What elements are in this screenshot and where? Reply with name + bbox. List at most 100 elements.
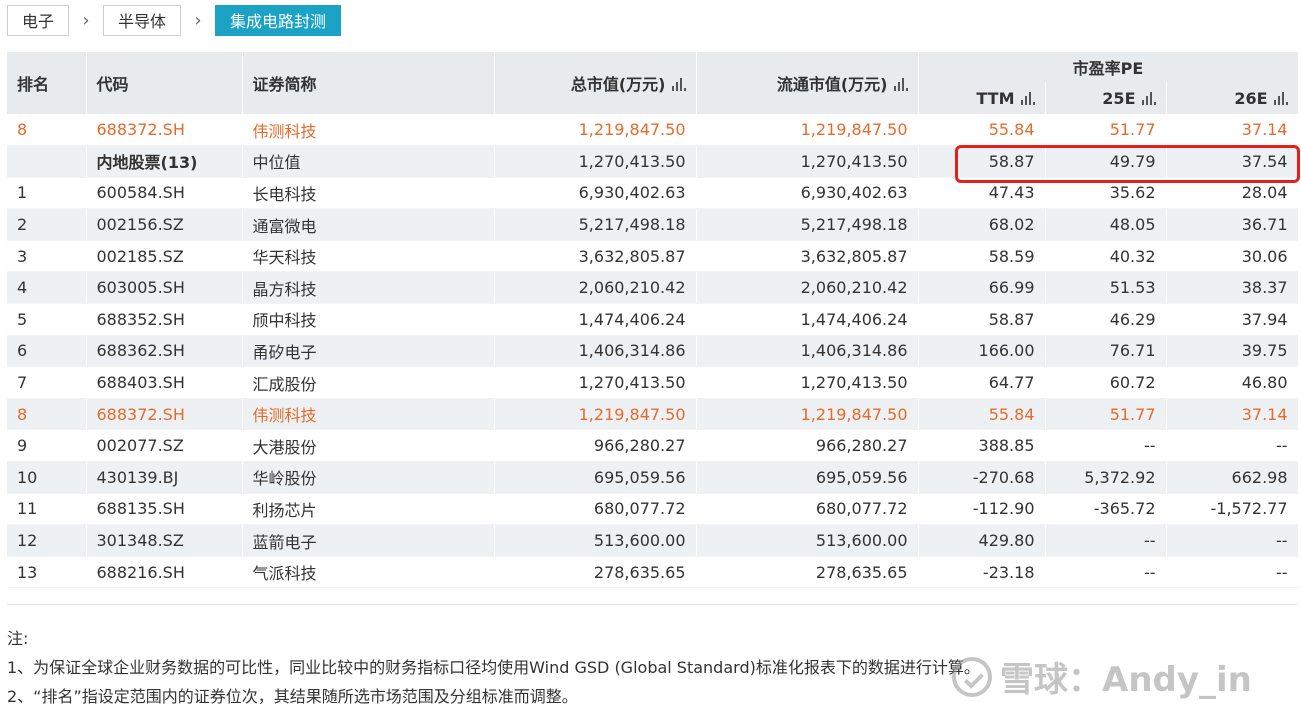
bar-chart-icon[interactable] xyxy=(671,78,686,91)
cell-name[interactable]: 气派科技 xyxy=(242,556,495,589)
cell-total-mv: 1,270,413.50 xyxy=(494,366,697,399)
chevron-right-icon: › xyxy=(194,9,202,31)
cell-25e: -- xyxy=(1045,429,1167,463)
cell-float-mv: 2,060,210.42 xyxy=(696,271,919,305)
cell-code[interactable]: 688372.SH xyxy=(86,398,243,431)
cell-code[interactable]: 600584.SH xyxy=(86,177,243,210)
cell-rank: 13 xyxy=(7,556,87,589)
cell-total-mv: 1,219,847.50 xyxy=(494,114,697,147)
cell-ttm: 55.84 xyxy=(918,114,1046,147)
cell-float-mv: 1,219,847.50 xyxy=(696,114,919,147)
cell-total-mv: 1,474,406.24 xyxy=(494,303,697,336)
header-ttm[interactable]: TTM xyxy=(918,82,1046,114)
table-row: 10 430139.BJ 华岭股份 695,059.56 695,059.56 … xyxy=(7,461,1299,494)
cell-total-mv: 6,930,402.63 xyxy=(494,177,697,210)
cell-code[interactable]: 688135.SH xyxy=(86,493,243,526)
cell-name[interactable]: 汇成股份 xyxy=(242,366,495,399)
cell-name[interactable]: 伟测科技 xyxy=(242,114,495,147)
breadcrumb-item-electronics[interactable]: 电子 xyxy=(7,4,70,36)
header-float-mv[interactable]: 流通市值(万元) xyxy=(696,52,919,114)
cell-code[interactable]: 688352.SH xyxy=(86,303,243,336)
cell-total-mv: 278,635.65 xyxy=(494,556,697,589)
cell-25e: 5,372.92 xyxy=(1045,461,1167,494)
table-row: 4 603005.SH 晶方科技 2,060,210.42 2,060,210.… xyxy=(7,271,1299,305)
cell-code[interactable]: 002156.SZ xyxy=(86,208,243,241)
cell-25e: -365.72 xyxy=(1045,493,1167,526)
cell-rank: 4 xyxy=(7,271,87,305)
cell-name: 中位值 xyxy=(242,145,495,178)
cell-code[interactable]: 688216.SH xyxy=(86,556,243,589)
header-ttm-label: TTM xyxy=(976,88,1015,108)
cell-rank: 1 xyxy=(7,177,87,210)
breadcrumb-item-ic-packaging[interactable]: 集成电路封测 xyxy=(215,4,342,36)
cell-rank: 11 xyxy=(7,493,87,526)
cell-25e: 60.72 xyxy=(1045,366,1167,399)
cell-name[interactable]: 大港股份 xyxy=(242,429,495,463)
cell-26e: -1,572.77 xyxy=(1166,493,1299,526)
cell-name[interactable]: 颀中科技 xyxy=(242,303,495,336)
cell-name[interactable]: 长电科技 xyxy=(242,177,495,210)
cell-code[interactable]: 688403.SH xyxy=(86,366,243,399)
cell-name[interactable]: 甬矽电子 xyxy=(242,335,495,368)
cell-float-mv: 1,219,847.50 xyxy=(696,398,919,431)
cell-26e: 36.71 xyxy=(1166,208,1299,241)
header-code[interactable]: 代码 xyxy=(86,52,243,114)
bar-chart-icon[interactable] xyxy=(1020,91,1035,105)
cell-total-mv: 2,060,210.42 xyxy=(494,271,697,305)
table-row: 6 688362.SH 甬矽电子 1,406,314.86 1,406,314.… xyxy=(7,335,1299,368)
header-total-mv[interactable]: 总市值(万元) xyxy=(494,52,697,114)
cell-float-mv: 1,270,413.50 xyxy=(696,145,919,178)
cell-code[interactable]: 603005.SH xyxy=(86,271,243,305)
header-25e[interactable]: 25E xyxy=(1045,82,1167,114)
cell-ttm: 64.77 xyxy=(918,366,1046,399)
cell-name[interactable]: 晶方科技 xyxy=(242,271,495,305)
cell-float-mv: 680,077.72 xyxy=(696,493,919,526)
table-row: 12 301348.SZ 蓝箭电子 513,600.00 513,600.00 … xyxy=(7,524,1299,557)
cell-code[interactable]: 688362.SH xyxy=(86,335,243,368)
cell-26e: 46.80 xyxy=(1166,366,1299,399)
cell-name[interactable]: 通富微电 xyxy=(242,208,495,241)
cell-code[interactable]: 688372.SH xyxy=(86,114,243,147)
cell-rank: 6 xyxy=(7,335,87,368)
cell-code[interactable]: 301348.SZ xyxy=(86,524,243,557)
cell-25e: 51.77 xyxy=(1045,114,1167,147)
notes-line-1: 1、为保证全球企业财务数据的可比性，同业比较中的财务指标口径均使用Wind GS… xyxy=(7,658,980,677)
cell-rank: 7 xyxy=(7,366,87,399)
breadcrumb-item-semiconductor[interactable]: 半导体 xyxy=(103,4,182,36)
header-rank[interactable]: 排名 xyxy=(7,52,87,114)
cell-26e: 37.54 xyxy=(1166,145,1299,178)
chevron-right-icon: › xyxy=(82,9,90,31)
cell-rank: 12 xyxy=(7,524,87,557)
cell-ttm: 47.43 xyxy=(918,177,1046,210)
bar-chart-icon[interactable] xyxy=(893,78,908,91)
table-row-current-stock: 8 688372.SH 伟测科技 1,219,847.50 1,219,847.… xyxy=(7,398,1299,431)
cell-25e: 40.32 xyxy=(1045,240,1167,273)
bar-chart-icon[interactable] xyxy=(1273,91,1288,105)
table-row: 2 002156.SZ 通富微电 5,217,498.18 5,217,498.… xyxy=(7,208,1299,241)
cell-float-mv: 1,406,314.86 xyxy=(696,335,919,368)
cell-name[interactable]: 利扬芯片 xyxy=(242,493,495,526)
cell-code[interactable]: 002077.SZ xyxy=(86,429,243,463)
cell-code[interactable]: 430139.BJ xyxy=(86,461,243,494)
divider xyxy=(7,604,1298,605)
cell-name[interactable]: 伟测科技 xyxy=(242,398,495,431)
cell-name[interactable]: 华岭股份 xyxy=(242,461,495,494)
cell-ttm: 66.99 xyxy=(918,271,1046,305)
cell-25e: 35.62 xyxy=(1045,177,1167,210)
cell-rank: 2 xyxy=(7,208,87,241)
cell-25e: -- xyxy=(1045,524,1167,557)
cell-25e: -- xyxy=(1045,556,1167,589)
cell-26e: -- xyxy=(1166,524,1299,557)
cell-name[interactable]: 蓝箭电子 xyxy=(242,524,495,557)
cell-name[interactable]: 华天科技 xyxy=(242,240,495,273)
cell-total-mv: 5,217,498.18 xyxy=(494,208,697,241)
bar-chart-icon[interactable] xyxy=(1141,91,1156,105)
cell-ttm: -23.18 xyxy=(918,556,1046,589)
cell-26e: 37.14 xyxy=(1166,114,1299,147)
header-26e[interactable]: 26E xyxy=(1166,82,1299,114)
cell-ttm: 388.85 xyxy=(918,429,1046,463)
cell-rank xyxy=(7,145,87,178)
table-row: 1 600584.SH 长电科技 6,930,402.63 6,930,402.… xyxy=(7,177,1299,210)
header-name[interactable]: 证券简称 xyxy=(242,52,495,114)
cell-code[interactable]: 002185.SZ xyxy=(86,240,243,273)
